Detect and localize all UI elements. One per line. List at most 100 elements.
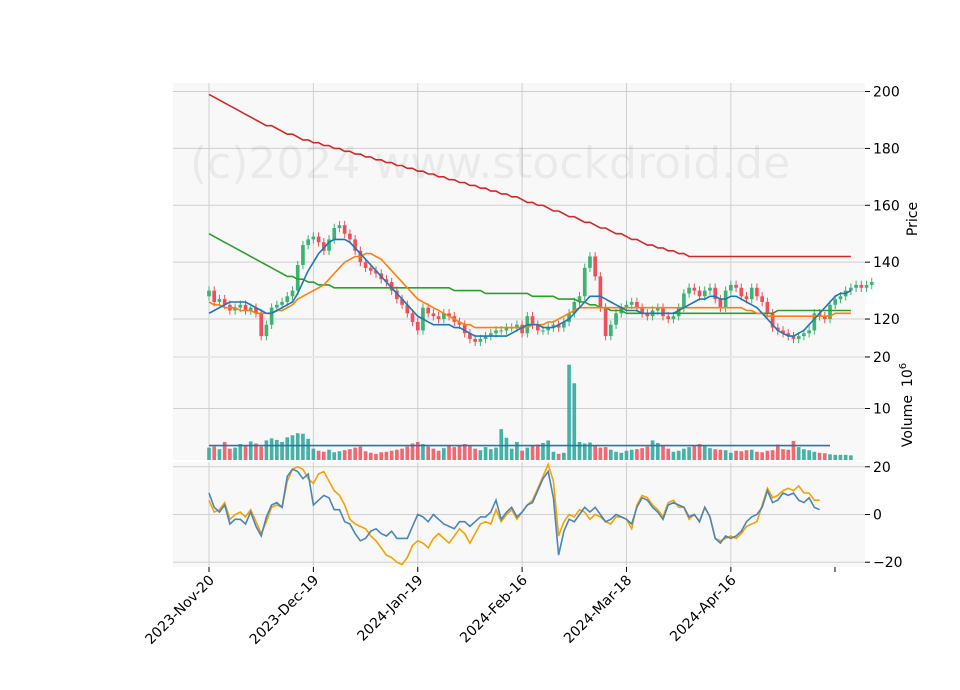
volume-bar [598, 447, 603, 460]
volume-bar [332, 452, 337, 460]
volume-bar [828, 454, 832, 460]
candle-body [729, 284, 733, 291]
candle-body [661, 307, 665, 317]
volume-bar [849, 455, 853, 460]
volume-bar [708, 448, 712, 460]
candle-body [739, 287, 744, 297]
volume-bar [457, 445, 462, 460]
volume-bar [348, 449, 352, 460]
volume-bar [687, 447, 691, 460]
volume-bar [494, 447, 498, 460]
volume-bar [306, 438, 310, 460]
volume-bar [327, 449, 331, 460]
volume-bar [452, 447, 457, 460]
candle-body [551, 324, 556, 328]
candle-body [796, 336, 801, 339]
candle-body [248, 307, 253, 311]
volume-bar [567, 364, 571, 460]
candle-body [562, 321, 566, 328]
candle-body [520, 324, 524, 334]
volume-bar [739, 451, 744, 460]
candle-body [332, 228, 337, 240]
candle-body [770, 313, 775, 328]
candle-body [530, 316, 535, 325]
candle-body [786, 333, 791, 337]
candle-body [321, 242, 326, 251]
volume-bar [812, 451, 817, 460]
candle-body [838, 296, 843, 300]
volume-bar [363, 451, 368, 460]
oscillator-slow-line [208, 462, 820, 566]
volume-bar [645, 446, 650, 460]
volume-bar [483, 447, 488, 460]
candle-body [588, 256, 592, 268]
volume-bar [431, 448, 436, 460]
candle-body [222, 299, 227, 305]
volume-bar [462, 444, 467, 460]
volume-bar [222, 441, 227, 460]
chart-gridlines [173, 83, 865, 567]
candle-body [603, 307, 608, 337]
volume-bar [301, 433, 305, 460]
volume-tick-label: 10 [873, 401, 891, 417]
candle-body [410, 313, 415, 322]
candle-body [791, 336, 796, 339]
volume-bar [233, 447, 237, 460]
volume-bar [337, 451, 342, 460]
candle-body [473, 338, 477, 342]
candle-body [275, 304, 279, 308]
candle-body [337, 225, 342, 229]
volume-bar [447, 445, 451, 460]
volume-bar [436, 450, 441, 460]
volume-bar [760, 452, 764, 460]
ma-200-line [208, 93, 851, 258]
volume-bar [729, 452, 733, 460]
volume-bar [822, 453, 827, 460]
candle-body [301, 245, 305, 265]
volume-bar [608, 449, 613, 460]
volume-bar [802, 449, 806, 460]
volume-bar [368, 452, 373, 460]
candle-body [316, 236, 321, 243]
volume-bar [535, 444, 540, 460]
candle-body [854, 284, 858, 288]
oscillator-tick-label: −20 [873, 555, 903, 571]
candle-body [494, 330, 498, 334]
candle-body [817, 313, 822, 317]
volume-bar [749, 449, 754, 460]
candle-body [635, 301, 639, 308]
volume-bar [640, 448, 644, 460]
volume-bar [556, 453, 561, 460]
candle-body [608, 324, 613, 337]
volume-bar [577, 441, 582, 460]
volume-bar [588, 442, 592, 460]
indicator-lines [208, 93, 852, 566]
candle-body [556, 324, 561, 328]
candle-body [749, 287, 754, 300]
candle-body [708, 287, 712, 291]
oscillator-tick-label: 0 [873, 508, 882, 524]
volume-bar [635, 449, 639, 460]
volume-bar [770, 450, 775, 460]
volume-bar [603, 447, 608, 460]
volume-axis-label: Volume106 [898, 363, 916, 447]
candle-body [290, 290, 295, 297]
price-panel [173, 83, 865, 356]
candle-body [535, 324, 540, 331]
candle-body [515, 324, 519, 328]
candle-body [828, 304, 832, 320]
candle-body [760, 296, 764, 302]
volume-bar [755, 451, 759, 460]
candle-body [207, 290, 211, 297]
candle-body [306, 239, 310, 246]
volume-bar [285, 437, 290, 460]
candle-body [640, 307, 644, 314]
volume-bar [744, 450, 749, 460]
volume-bar [374, 453, 378, 460]
candle-body [504, 327, 509, 331]
volume-bar [682, 448, 686, 460]
candle-body [264, 324, 269, 337]
volume-bar [838, 454, 843, 460]
candle-body [666, 316, 671, 320]
volume-bar [389, 450, 394, 460]
